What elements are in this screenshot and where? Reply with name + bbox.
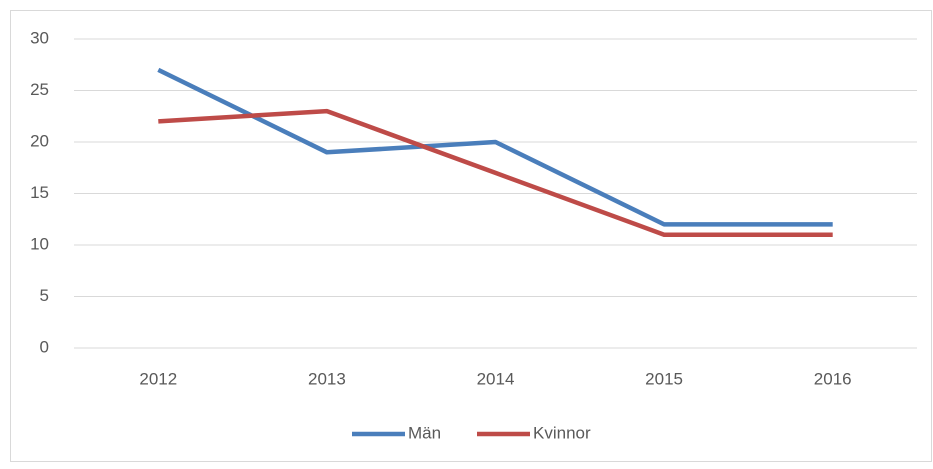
y-tick-label: 25 [30,80,49,99]
x-tick-label: 2012 [139,369,177,388]
y-tick-label: 15 [30,183,49,202]
legend-label: Kvinnor [533,423,591,442]
y-tick-label: 30 [30,28,49,47]
y-tick-label: 20 [30,131,49,150]
y-tick-label: 5 [40,286,49,305]
series-line [158,108,833,237]
x-tick-label: 2013 [308,369,346,388]
series-line [157,67,833,227]
y-tick-label: 0 [40,337,49,356]
x-tick-label: 2016 [814,369,852,388]
legend-label: Män [408,423,441,442]
x-tick-label: 2015 [645,369,683,388]
y-tick-label: 10 [30,234,49,253]
x-tick-label: 2014 [477,369,515,388]
